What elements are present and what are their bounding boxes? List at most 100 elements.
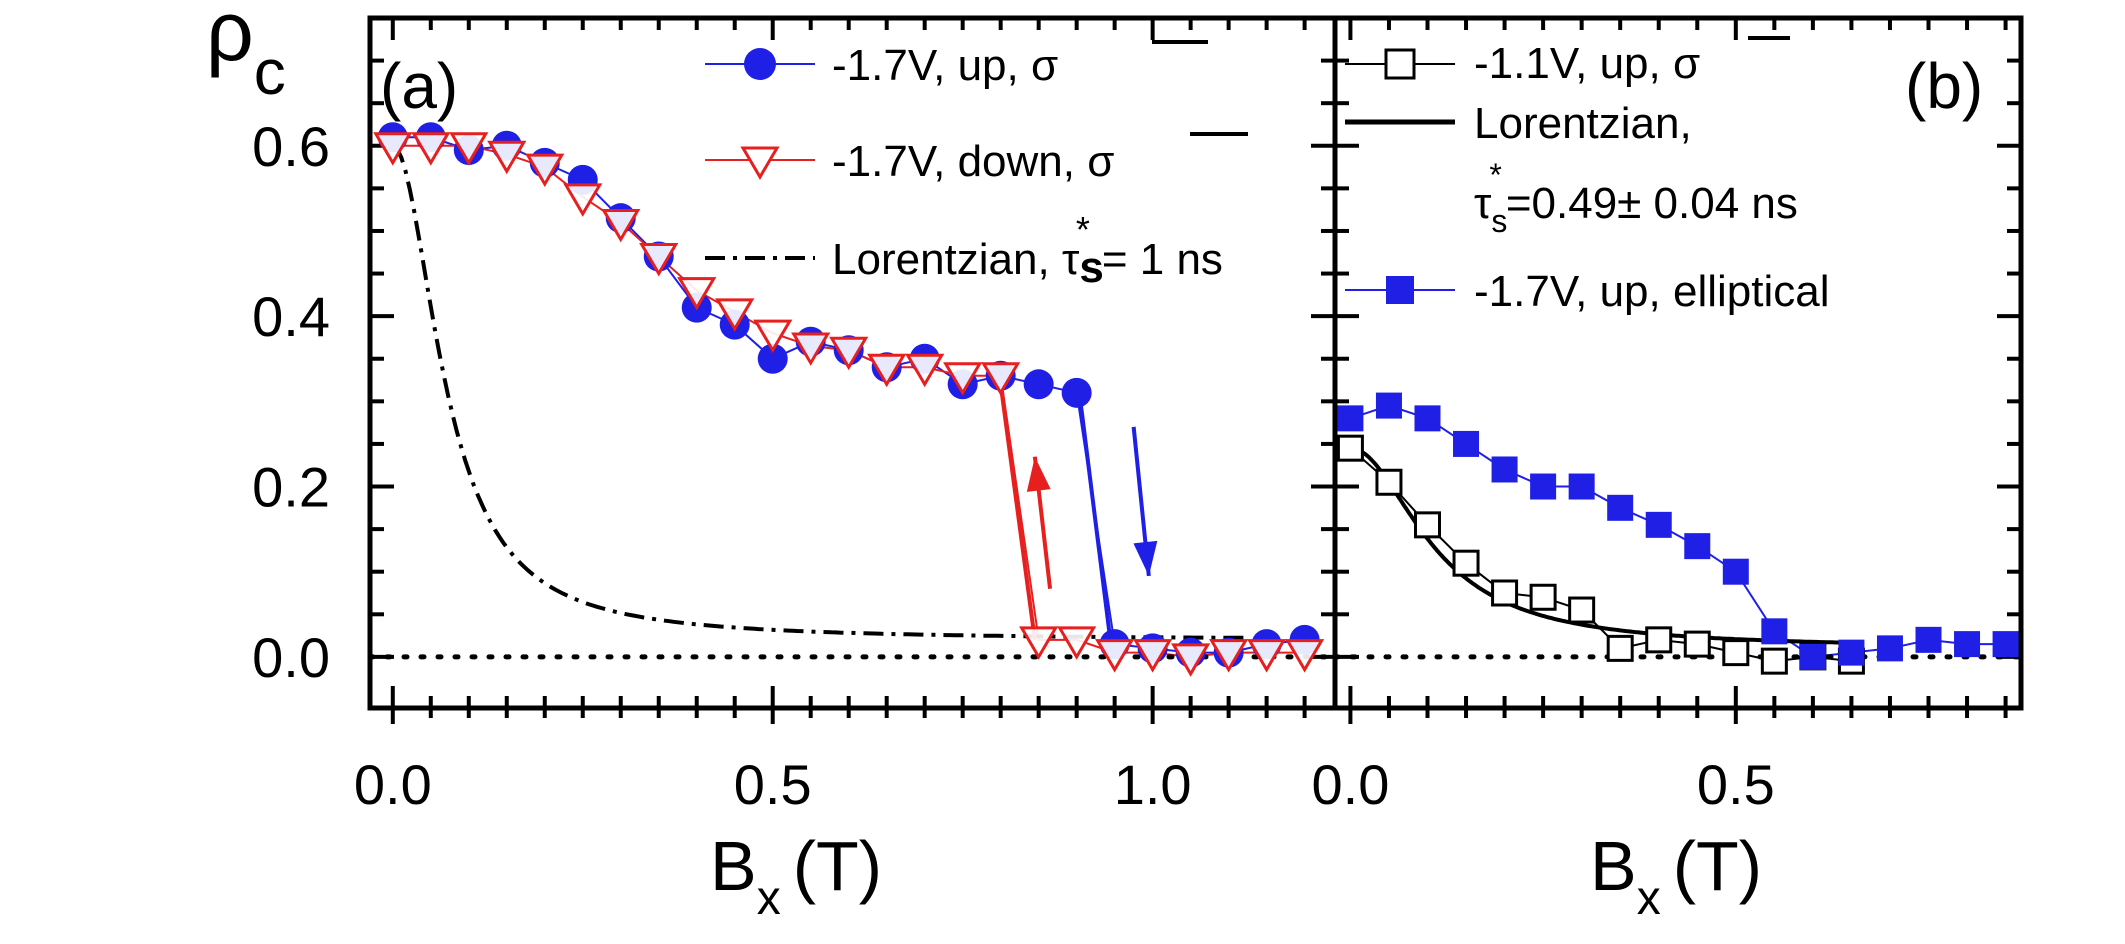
point-b_up <box>1606 634 1634 662</box>
legend-up-label: -1.7V, up, σ <box>832 41 1058 90</box>
point-down <box>753 319 793 354</box>
legend-b-ell-marker <box>1386 276 1414 304</box>
point-down <box>1019 626 1059 660</box>
point-elliptical <box>1992 631 2019 658</box>
transition-line <box>998 384 1037 641</box>
legend-up-marker <box>744 48 776 80</box>
series-line-elliptical <box>1350 404 2006 658</box>
point-elliptical <box>1530 473 1557 500</box>
transition-line <box>1078 401 1113 645</box>
legend-tau: τ <box>1062 235 1080 284</box>
lorentzian-curve-b <box>1350 446 1860 645</box>
point-down <box>639 243 679 277</box>
point-b_up <box>1375 468 1403 496</box>
point-up <box>757 343 788 374</box>
point-down <box>829 336 869 371</box>
point-down <box>1171 643 1211 677</box>
point-elliptical <box>1915 626 1942 653</box>
panel-a-label: (a) <box>380 50 458 122</box>
point-up <box>1023 369 1054 400</box>
panel-a-tick-labels: 0.0 0.5 1.0 0.0 0.2 0.4 0.6 <box>252 115 1191 816</box>
point-down <box>449 132 489 166</box>
point-elliptical <box>1722 558 1749 585</box>
panel-b-tick-labels: 0.0 0.5 <box>1311 753 1774 816</box>
point-down <box>943 362 983 396</box>
point-down <box>1095 639 1135 673</box>
point-down <box>563 183 603 217</box>
legend-down-label: -1.7V, down, σ <box>832 137 1114 186</box>
panel-a-ticks <box>370 16 1335 724</box>
point-b_up <box>1568 596 1596 624</box>
point-elliptical <box>1838 639 1865 666</box>
point-b_up <box>1645 626 1673 654</box>
point-b_up <box>1413 511 1441 539</box>
legend-b-ell-label: -1.7V, up, elliptical <box>1474 267 1829 316</box>
panel-b-legend: -1.1V, up, σ Lorentzian, τs*=0.49± 0.04 … <box>1345 36 1829 316</box>
point-down <box>1209 639 1249 673</box>
y-tick-label: 0.2 <box>252 456 330 519</box>
y-axis-title-sub: c <box>254 36 286 108</box>
panel-a: 0.0 0.5 1.0 0.0 0.2 0.4 0.6 ρc (a) -1.7V, up, … <box>206 0 1338 925</box>
point-down <box>1284 639 1325 673</box>
point-elliptical <box>1491 456 1518 483</box>
point-down <box>411 132 451 166</box>
panel-a-markers <box>373 122 1325 677</box>
panel-b-frame <box>1332 15 2024 711</box>
point-elliptical <box>1375 392 1402 419</box>
legend-down-marker <box>740 146 780 180</box>
y-axis-title: ρc <box>206 0 286 108</box>
x-tick-label: 0.5 <box>734 753 812 816</box>
point-down <box>487 140 527 175</box>
point-down <box>905 353 945 388</box>
panel-b-label: (b) <box>1905 50 1983 122</box>
panel-a-legend: -1.7V, up, σ -1.7V, down, σ Lorentzian, … <box>705 40 1248 292</box>
panel-b: 0.0 0.5 (b) -1.1V, up, σ Lorentzian, τs*=… <box>1311 15 2024 925</box>
panel-a-lines <box>367 136 1338 660</box>
x-tick-label: 0.5 <box>1697 753 1775 816</box>
legend-lorentz-a-label: Lorentzian, τs*= 1 ns <box>832 209 1223 292</box>
legend-b-tau-label: τs*=0.49± 0.04 ns <box>1474 157 1798 239</box>
x-tick-label: 0.0 <box>354 753 432 816</box>
point-elliptical <box>1337 405 1364 432</box>
legend-tau-sup: * <box>1076 209 1090 250</box>
point-down <box>373 132 413 166</box>
point-down <box>867 353 907 388</box>
legend-b-up-marker <box>1384 48 1416 80</box>
panel-a-x-title: Bx (T) <box>710 827 882 925</box>
point-b_up <box>1722 639 1750 667</box>
point-b_up <box>1529 583 1557 611</box>
legend-b-lorentz-label: Lorentzian, <box>1474 99 1692 148</box>
point-b_up <box>1336 434 1364 462</box>
point-up <box>1061 377 1092 408</box>
point-elliptical <box>1414 405 1441 432</box>
series-line-up <box>392 136 1305 654</box>
x-tick-label: 0.0 <box>1311 753 1389 816</box>
point-down <box>981 362 1021 396</box>
legend-tau-sub: s <box>1079 243 1103 292</box>
point-elliptical <box>1761 618 1788 645</box>
point-down <box>715 298 755 332</box>
point-b_up <box>1491 579 1519 607</box>
series-line-down <box>392 144 1305 658</box>
point-down <box>1246 639 1287 673</box>
point-down <box>677 277 717 311</box>
panel-b-markers <box>1336 392 2019 675</box>
point-elliptical <box>1607 494 1634 521</box>
lorentzian-curve-a <box>391 144 1244 640</box>
point-elliptical <box>1684 533 1711 560</box>
arrow-head <box>1133 540 1158 576</box>
point-elliptical <box>1954 631 1981 658</box>
point-down <box>1133 639 1173 673</box>
y-tick-label: 0.6 <box>252 115 330 178</box>
point-elliptical <box>1876 635 1903 662</box>
point-elliptical <box>1568 473 1595 500</box>
y-tick-label: 0.0 <box>252 626 330 689</box>
x-tick-label: 1.0 <box>1114 753 1192 816</box>
arrow-head <box>1026 456 1051 492</box>
point-down <box>525 153 565 188</box>
point-elliptical <box>1645 511 1672 538</box>
point-elliptical <box>1453 430 1480 457</box>
point-down <box>601 208 641 243</box>
legend-b-up-label: -1.1V, up, σ <box>1474 39 1700 88</box>
